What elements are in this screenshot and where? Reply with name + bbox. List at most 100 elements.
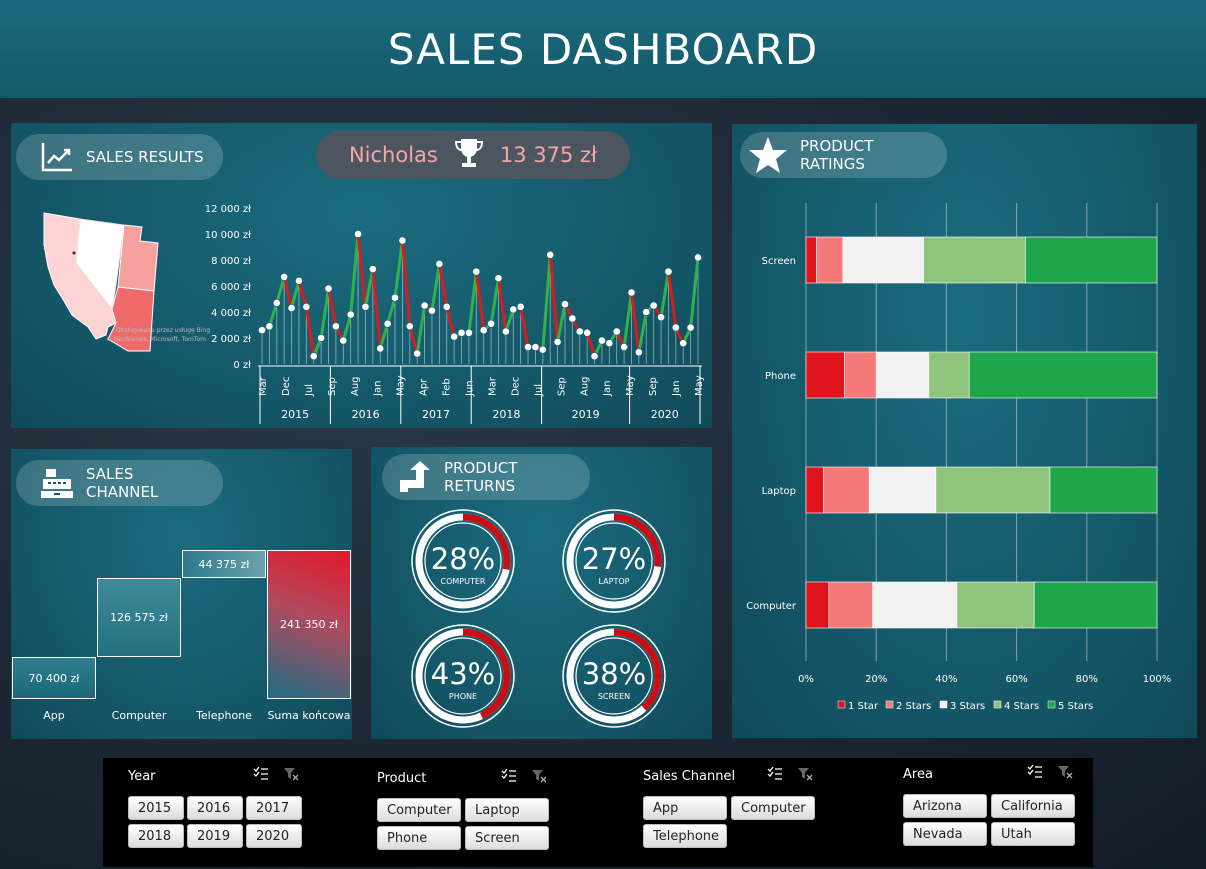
data-point — [435, 260, 444, 268]
data-point — [553, 337, 562, 346]
product-returns-header: PRODUCT RETURNS — [382, 454, 590, 500]
region-map[interactable]: Obsługiwane przez usługę Bing © GeoNames… — [36, 205, 226, 355]
legend-label: 3 Stars — [950, 701, 985, 712]
channel-cell-computer[interactable]: 126 575 zł — [97, 578, 181, 657]
slicer-area-utah[interactable]: Utah — [991, 822, 1075, 846]
product-ratings-title: PRODUCT RATINGS — [800, 137, 874, 173]
slicer-option-label: Phone — [387, 830, 428, 846]
series-line-segment — [327, 288, 338, 327]
data-point — [413, 349, 422, 358]
clear-filter-icon[interactable] — [531, 768, 547, 787]
data-point — [686, 323, 695, 332]
slicer-option-label: Telephone — [653, 828, 720, 844]
multi-select-icon[interactable] — [253, 766, 269, 785]
clear-filter-icon[interactable] — [797, 766, 813, 785]
slicer-year-2018[interactable]: 2018 — [128, 824, 184, 848]
multi-select-icon[interactable] — [767, 766, 783, 785]
data-point — [309, 352, 318, 361]
category-label: Phone — [765, 371, 796, 382]
data-point — [420, 301, 429, 310]
x-tick-label: 0% — [798, 674, 814, 685]
map-region-arizona[interactable] — [107, 286, 155, 352]
donut-inner-ring — [575, 522, 653, 600]
series-line-segment — [408, 325, 419, 354]
slicer-channel-app[interactable]: App — [643, 796, 727, 820]
data-point — [598, 336, 606, 345]
slicer-product-computer[interactable]: Computer — [377, 798, 461, 822]
sales-results-title: SALES RESULTS — [86, 148, 204, 166]
slicer-option-label: 2016 — [197, 800, 231, 816]
donut-outer-ring — [411, 509, 515, 613]
slicer-option-label: Utah — [1001, 826, 1032, 842]
channel-cell-app[interactable]: 70 400 zł — [12, 657, 96, 699]
multi-select-icon[interactable] — [501, 768, 517, 787]
slicer-option-label: 2018 — [138, 828, 172, 844]
channel-value: 70 400 zł — [28, 671, 80, 685]
donut-percent: 27% — [582, 542, 646, 576]
year-group-label: 2017 — [422, 408, 450, 421]
slicer-area-nevada[interactable]: Nevada — [903, 822, 987, 846]
bar-segment — [968, 351, 1158, 399]
data-point — [376, 344, 385, 353]
slicer-option-label: Nevada — [913, 826, 963, 842]
slicer-product-screen[interactable]: Screen — [465, 826, 549, 850]
data-point — [479, 326, 488, 335]
series-line-segment — [267, 302, 279, 327]
bar-segment — [868, 466, 937, 514]
donut-outer-ring — [411, 624, 515, 728]
product-ratings-panel — [732, 124, 1197, 738]
slicer-product-phone[interactable]: Phone — [377, 826, 461, 850]
data-point — [258, 326, 266, 335]
bar-segment — [956, 581, 1035, 629]
bar-segment — [872, 581, 958, 629]
map-region-utah[interactable] — [117, 224, 159, 292]
bar-segment — [923, 236, 1026, 284]
slicer-year-2016[interactable]: 2016 — [187, 796, 243, 820]
data-point — [302, 302, 311, 311]
clear-filter-icon[interactable] — [283, 766, 299, 785]
month-tick-label: Jan — [602, 381, 613, 397]
slicer-channel-computer[interactable]: Computer — [731, 796, 815, 820]
month-tick-label: Dec — [281, 377, 292, 396]
data-point — [494, 274, 503, 283]
slicer-product-laptop[interactable]: Laptop — [465, 798, 549, 822]
year-group-label: 2018 — [492, 408, 520, 421]
slicer-title-area: Area — [903, 767, 933, 782]
legend-label: 2 Stars — [896, 701, 931, 712]
series-line-segment — [556, 303, 567, 343]
series-line-segment — [467, 271, 478, 333]
series-line-segment — [349, 233, 360, 315]
y-tick-label: 8 000 zł — [211, 256, 251, 267]
donut-label: SCREEN — [598, 692, 630, 701]
map-region-nevada[interactable] — [75, 218, 125, 311]
slicer-tools-area — [1027, 764, 1073, 783]
slicer-area-arizona[interactable]: Arizona — [903, 794, 987, 818]
slicer-title-product: Product — [377, 771, 427, 786]
multi-select-icon[interactable] — [1027, 764, 1043, 783]
data-point — [657, 313, 665, 322]
channel-cell-total[interactable]: 241 350 zł — [267, 550, 351, 699]
month-tick-label: Jul — [533, 384, 544, 397]
slicer-title-year: Year — [128, 769, 156, 784]
channel-value: 126 575 zł — [110, 611, 168, 624]
slicer-option-label: App — [653, 800, 679, 816]
slicer-area-california[interactable]: California — [991, 794, 1075, 818]
series-line-segment — [356, 233, 367, 307]
series-line-segment — [659, 271, 670, 318]
data-point — [450, 332, 459, 341]
bar-segment — [928, 351, 970, 399]
slicer-year-2015[interactable]: 2015 — [128, 796, 184, 820]
slicer-year-2017[interactable]: 2017 — [246, 796, 302, 820]
slicer-option-label: Computer — [387, 802, 452, 818]
slicer-channel-telephone[interactable]: Telephone — [643, 824, 727, 848]
slicer-year-2019[interactable]: 2019 — [187, 824, 243, 848]
clear-filter-icon[interactable] — [1057, 764, 1073, 783]
donut-outer-ring — [562, 509, 666, 613]
donut-value-arc — [566, 628, 662, 724]
data-point — [664, 267, 673, 276]
series-line-segment — [630, 292, 641, 353]
filter-slicer-bar: Year 2015 2016 2017 2018 2019 2020 Produ… — [103, 758, 1093, 867]
slicer-year-2020[interactable]: 2020 — [246, 824, 302, 848]
channel-cell-telephone[interactable]: 44 375 zł — [182, 550, 266, 578]
series-line-segment — [319, 288, 330, 339]
